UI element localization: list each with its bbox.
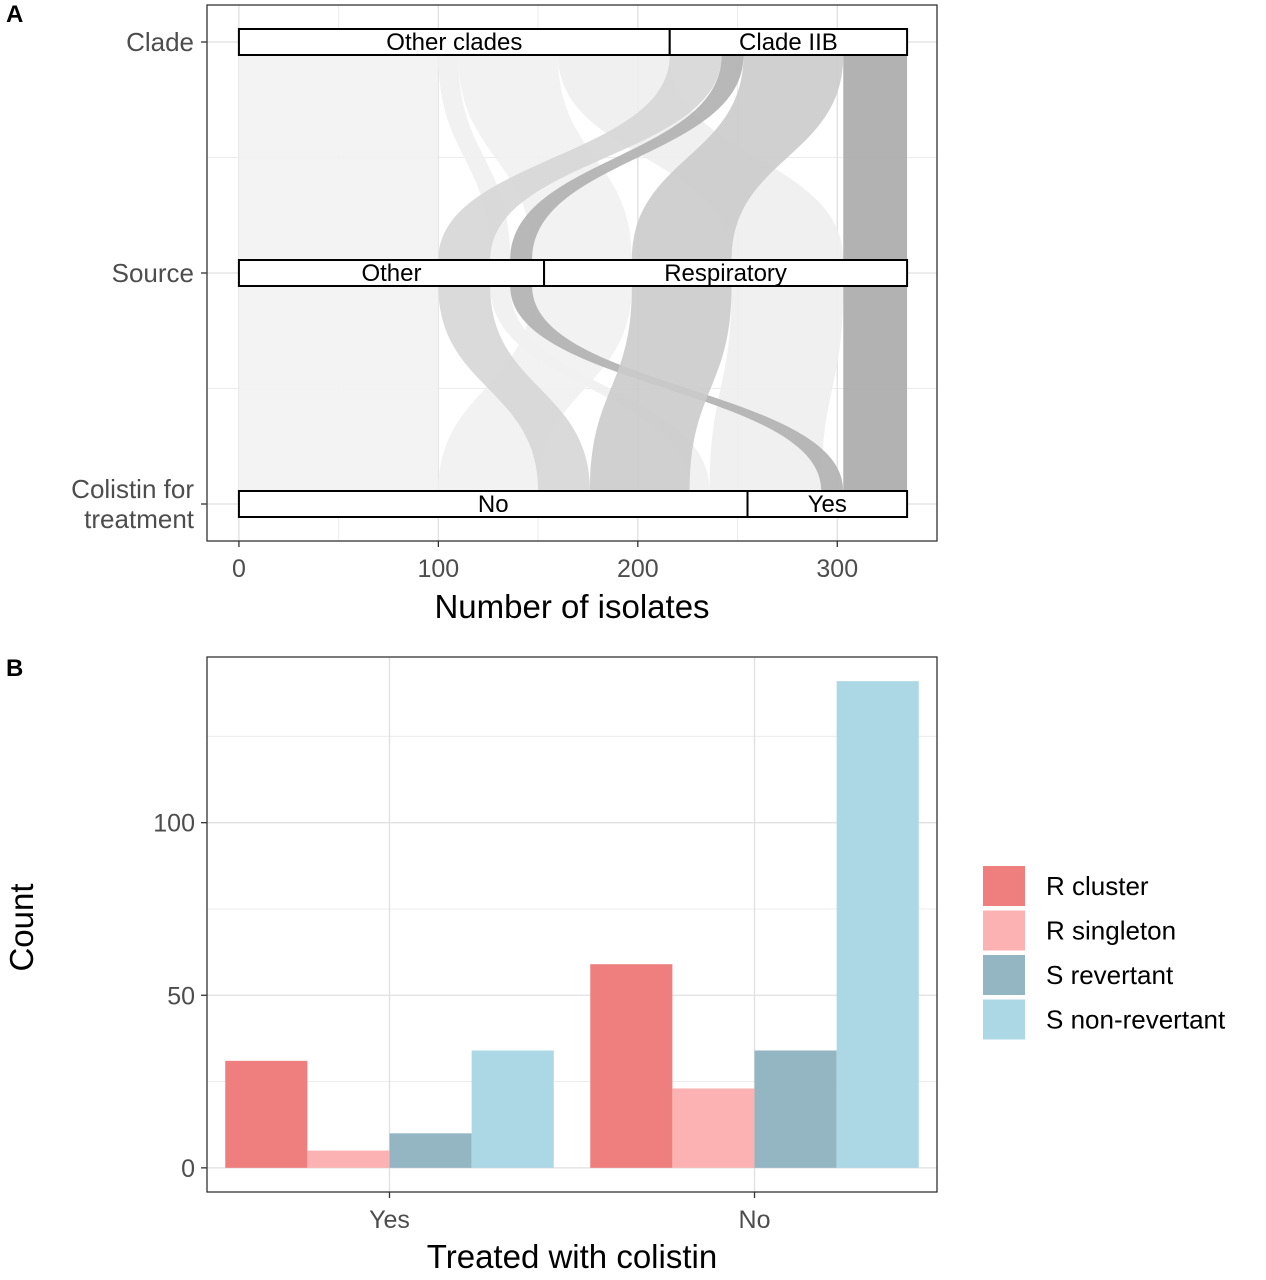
bar (389, 1133, 472, 1168)
x-tick-label: No (739, 1206, 771, 1234)
legend-swatch (983, 866, 1025, 906)
bar (590, 964, 673, 1168)
bar (307, 1150, 390, 1168)
stratum-label: Other (361, 260, 421, 287)
panel-b-label: B (6, 655, 23, 682)
plot-border (206, 656, 938, 1193)
axis-name-label: Clade (126, 27, 194, 57)
legend: R cluster R singleton S revertant S non-rev… (983, 866, 1226, 1040)
stratum-box (237, 259, 546, 287)
x-tick-label: 300 (816, 555, 858, 583)
axis-name-label: Colistin for (71, 474, 194, 504)
bar (754, 1050, 837, 1168)
alluvial-chart: Other clades Clade IIB Other Respiratory No Y… (71, 4, 938, 625)
x-tick-label: 200 (617, 555, 659, 583)
bar (836, 681, 919, 1168)
stratum-label: No (478, 491, 509, 518)
legend-label: R cluster (1046, 871, 1149, 901)
y-tick-label: 50 (167, 982, 195, 1010)
legend-swatch (983, 910, 1025, 951)
x-tick-label: 100 (418, 555, 460, 583)
x-tick-label: Yes (369, 1206, 410, 1234)
stratum-box (668, 28, 909, 56)
stratum-box (237, 28, 671, 56)
y-tick-label: 0 (181, 1155, 195, 1183)
stratum-label: Respiratory (664, 260, 787, 287)
legend-label: R singleton (1046, 916, 1176, 946)
stratum-label: Clade IIB (739, 29, 838, 56)
stratum-box (237, 490, 749, 518)
flow-band (558, 42, 844, 504)
bar (225, 1060, 308, 1168)
legend-label: S revertant (1046, 960, 1174, 990)
legend-swatch (983, 999, 1025, 1040)
flow-band (510, 42, 844, 504)
y-axis-title: Count (3, 883, 40, 971)
stratum-label: Other clades (386, 29, 522, 56)
y-tick-label: 100 (153, 810, 195, 838)
x-axis-title: Treated with colistin (427, 1238, 717, 1275)
x-axis-title: Number of isolates (434, 588, 709, 625)
panel-a-label: A (6, 1, 23, 28)
flow-band (438, 42, 722, 504)
bar (672, 1088, 755, 1168)
bar (471, 1050, 554, 1168)
axis-name-label: Source (112, 258, 194, 288)
bar-chart: 0 50 100 Yes No Treated with colistin Count R c… (3, 656, 1226, 1275)
legend-label: S non-revertant (1046, 1005, 1226, 1035)
stratum-label: Yes (808, 491, 847, 518)
x-tick-label: 0 (232, 555, 246, 583)
stratum-box (746, 490, 909, 518)
axis-name-label: treatment (84, 504, 195, 534)
legend-swatch (983, 955, 1025, 995)
stratum-box (543, 259, 909, 287)
